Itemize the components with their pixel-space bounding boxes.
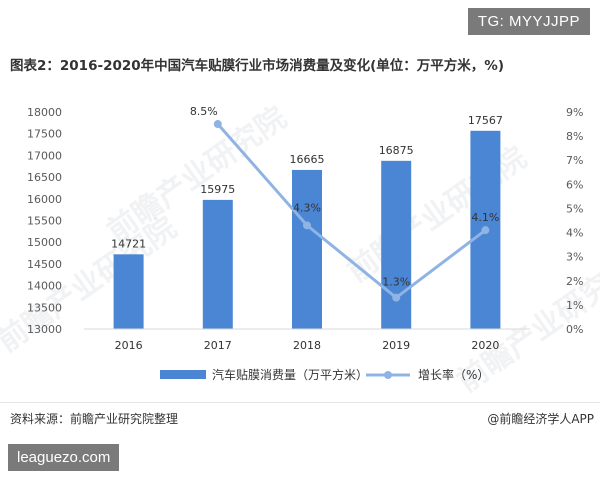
growth-point (213, 120, 222, 129)
y-tick-label: 15500 (27, 215, 62, 228)
legend-label-bar: 汽车贴膜消费量（万平方米） (212, 367, 368, 382)
y2-tick-label: 6% (566, 178, 583, 191)
channel-badge: TG: MYYJJPP (467, 8, 590, 35)
bar-value-label: 14721 (111, 237, 146, 250)
y2-tick-label: 8% (566, 130, 583, 143)
y-tick-label: 15000 (27, 236, 62, 249)
source-note: 资料来源：前瞻产业研究院整理 (10, 412, 179, 426)
legend-label-line: 增长率（%） (418, 367, 489, 382)
y-tick-label: 17000 (27, 149, 62, 162)
y-tick-label: 16000 (27, 193, 62, 206)
divider (0, 402, 600, 403)
y-tick-label: 18000 (27, 106, 62, 119)
y2-tick-label: 7% (566, 154, 583, 167)
y2-tick-label: 9% (566, 106, 583, 119)
bar (113, 254, 144, 329)
growth-point (392, 293, 401, 302)
y-tick-label: 14000 (27, 280, 62, 293)
growth-line (216, 123, 487, 300)
bar-value-label: 16665 (290, 153, 325, 166)
bar-value-label: 15975 (200, 183, 235, 196)
site-badge: leaguezo.com (8, 444, 120, 471)
y-tick-label: 17500 (27, 128, 62, 141)
y2-tick-label: 1% (566, 299, 583, 312)
y-tick-label: 16500 (27, 171, 62, 184)
y-tick-label: 14500 (27, 258, 62, 271)
growth-value-label: 4.1% (471, 211, 499, 224)
x-tick-label: 2017 (204, 339, 232, 352)
y-tick-label: 13000 (27, 323, 62, 336)
growth-point (303, 221, 311, 230)
chart-title: 图表2：2016-2020年中国汽车贴膜行业市场消费量及变化(单位：万平方米，%… (10, 58, 505, 74)
growth-value-label: 1.3% (382, 276, 410, 289)
y2-tick-label: 5% (566, 202, 583, 215)
x-tick-label: 2019 (382, 339, 410, 352)
x-tick-label: 2016 (115, 339, 143, 352)
bar (292, 169, 322, 329)
growth-value-label: 4.3% (293, 201, 321, 214)
y2-tick-label: 0% (566, 323, 583, 336)
x-tick-label: 2020 (471, 339, 499, 352)
y2-tick-label: 2% (566, 275, 583, 288)
combo-chart: 13000 13500 14000 14500 15000 15500 16000 16500… (27, 105, 583, 382)
growth-value-label: 8.5% (190, 105, 218, 118)
publisher-credit: @前瞻经济学人APP (487, 412, 594, 426)
bar-value-label: 16875 (379, 144, 414, 157)
y-tick-label: 13500 (27, 301, 62, 314)
y2-tick-label: 3% (566, 251, 583, 264)
legend-marker-line (384, 371, 392, 379)
growth-point (481, 226, 490, 235)
bar (381, 160, 412, 329)
bar (202, 199, 233, 329)
y2-tick-label: 4% (566, 227, 583, 240)
x-tick-label: 2018 (293, 339, 321, 352)
legend-swatch-bar (160, 370, 206, 379)
bar-value-label: 17567 (468, 114, 503, 127)
